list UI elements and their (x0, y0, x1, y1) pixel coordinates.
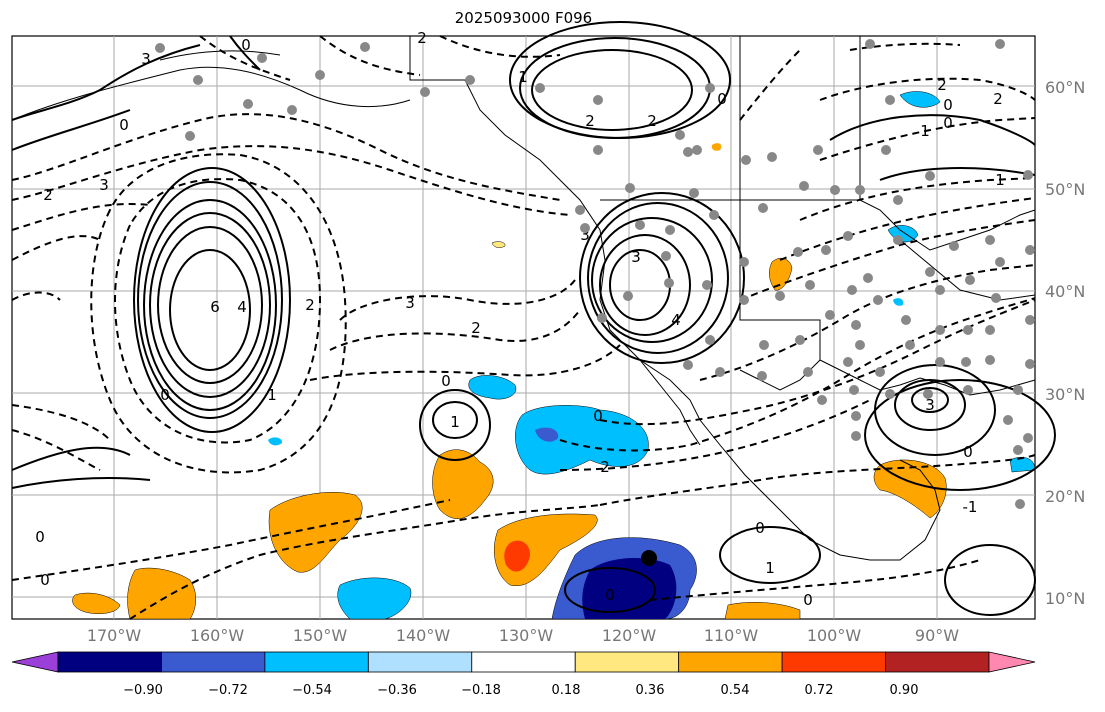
colorbar-tick-label: −0.36 (377, 683, 417, 698)
contour-label: 0 (160, 386, 170, 404)
colorbar (11, 651, 1036, 673)
colorbar-tick-label: −0.72 (208, 683, 248, 698)
contour-label: 0 (755, 519, 765, 537)
contour-label: 1 (518, 68, 528, 86)
lon-label: 140°W (395, 626, 451, 645)
contour-label: 1 (995, 171, 1005, 189)
contour-label: 0 (963, 443, 973, 461)
colorbar-tick-label: −0.90 (123, 683, 163, 698)
colorbar-segment (264, 651, 369, 673)
dashed-contours (11, 35, 1036, 620)
contour-label: 6 (210, 298, 220, 316)
contour-label: 1 (267, 386, 277, 404)
colorbar-segment (885, 651, 990, 673)
contour-label: 2 (937, 76, 947, 94)
colorbar-segment (161, 651, 266, 673)
contour-label: 0 (241, 36, 251, 54)
lon-label: 120°W (601, 626, 657, 645)
contour-label: 2 (43, 186, 53, 204)
contour-label: 3 (405, 294, 415, 312)
lon-label: 160°W (189, 626, 245, 645)
contour-label: 0 (593, 407, 603, 425)
contour-label: 4 (237, 298, 247, 316)
lat-label: 30°N (1045, 385, 1086, 404)
colorbar-segment (367, 651, 473, 673)
contour-label: 0 (40, 571, 50, 589)
lat-label: 60°N (1045, 78, 1086, 97)
lon-label: 100°W (806, 626, 862, 645)
lon-label: 150°W (292, 626, 348, 645)
lon-label: 170°W (86, 626, 142, 645)
colorbar-tick-label: 0.18 (551, 683, 581, 698)
lon-label: 90°W (914, 626, 960, 645)
contour-label: 2 (471, 319, 481, 337)
contour-label: 0 (717, 90, 727, 108)
lon-label: 110°W (703, 626, 759, 645)
contour-labels: 6 4 3 4 3 2 2 2 1 0 1 0 2 1 0 0 0 0 0 0 … (35, 29, 1005, 609)
solid-contours (11, 21, 1056, 616)
contour-label: 4 (671, 311, 681, 329)
lat-label: 40°N (1045, 282, 1086, 301)
contour-label: 0 (803, 591, 813, 609)
contour-label: 1 (765, 559, 775, 577)
colorbar-tick-label: 0.72 (804, 683, 834, 698)
contour-label: 2 (417, 29, 427, 47)
colorbar-tick-label: −0.54 (292, 683, 332, 698)
colorbar-tick-label: 0.36 (635, 683, 665, 698)
contour-label: 2 (993, 90, 1003, 108)
colorbar-segment (678, 651, 783, 673)
colorbar-extend-min (11, 651, 59, 673)
contour-label: -1 (963, 498, 978, 516)
contour-label: 3 (99, 176, 109, 194)
colorbar-tick-label: 0.90 (889, 683, 919, 698)
lat-label: 20°N (1045, 487, 1086, 506)
colorbar-segment (781, 651, 886, 673)
colorbar-extend-max (988, 651, 1036, 673)
contour-label: 1 (920, 122, 930, 140)
map-title: 2025093000 F096 (454, 9, 593, 27)
contour-label: 2 (305, 296, 315, 314)
contour-label: 1 (450, 413, 460, 431)
colorbar-tick-label: 0.54 (720, 683, 750, 698)
contour-label: 2 (647, 112, 657, 130)
colorbar-segment (574, 651, 680, 673)
contour-label: 2 (600, 458, 610, 476)
colorbar-segment (471, 651, 576, 673)
contour-label: 3 (925, 396, 935, 414)
contour-label: 0 (943, 114, 953, 132)
station-markers (155, 39, 1035, 509)
storm-center-marker (641, 550, 657, 566)
contour-label: 0 (35, 528, 45, 546)
contour-label: 2 (585, 112, 595, 130)
contour-label: 0 (119, 116, 129, 134)
colorbar-segment (57, 651, 162, 673)
lon-label: 130°W (498, 626, 554, 645)
contour-label: 0 (441, 372, 451, 390)
contour-label: 3 (631, 248, 641, 266)
contour-label: 0 (605, 586, 615, 604)
lat-label: 10°N (1045, 589, 1086, 608)
contour-label: 3 (141, 50, 151, 68)
lat-label: 50°N (1045, 180, 1086, 199)
contour-label: 3 (580, 226, 590, 244)
contour-label: 0 (943, 96, 953, 114)
colorbar-tick-label: −0.18 (461, 683, 501, 698)
